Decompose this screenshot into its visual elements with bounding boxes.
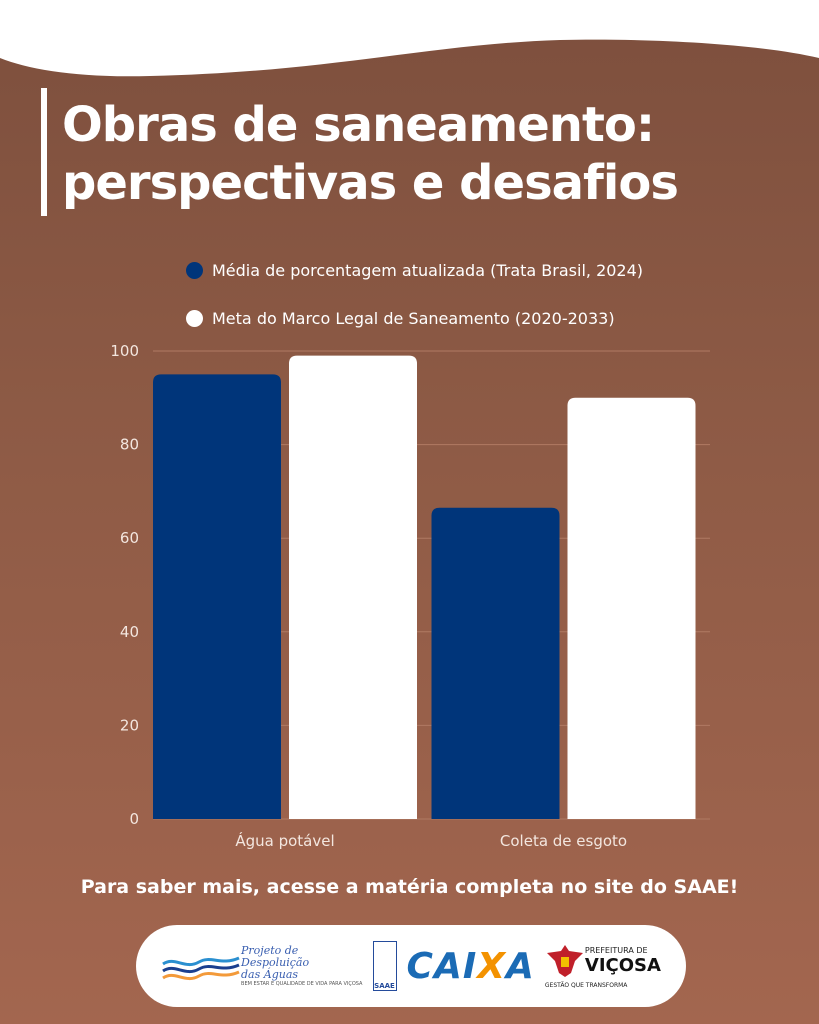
partner-logos-bar: Projeto de Despoluição das Águas BEM EST… xyxy=(136,925,686,1007)
y-tick-label: 20 xyxy=(120,716,139,734)
call-to-action: Para saber mais, acesse a matéria comple… xyxy=(80,876,739,898)
logo-prefeitura-vicosa: PREFEITURA DE VIÇOSA GESTÃO QUE TRANSFOR… xyxy=(545,943,661,989)
pda-line-2: Despoluição xyxy=(241,956,310,969)
bar-goal-1 xyxy=(567,397,696,819)
vicosa-small: PREFEITURA DE xyxy=(584,946,648,955)
logo-projeto-despoluicao: Projeto de Despoluição das Águas BEM EST… xyxy=(161,945,362,987)
legend-label-current: Média de porcentagem atualizada (Trata B… xyxy=(212,260,644,280)
bar-current-0 xyxy=(153,374,281,819)
legend-dot-blue-icon xyxy=(186,261,203,279)
legend-label-goal: Meta do Marco Legal de Saneamento (2020-… xyxy=(212,308,615,328)
bar-chart: 0 20 40 60 80 100 Água potável Coleta de esgoto xyxy=(110,342,710,850)
vicosa-tagline: GESTÃO QUE TRANSFORMA xyxy=(544,982,628,989)
vicosa-big: VIÇOSA xyxy=(584,955,661,976)
saae-label: SAAE xyxy=(374,982,395,990)
x-tick-label: Coleta de esgoto xyxy=(500,832,627,850)
waves-icon xyxy=(162,956,240,981)
caixa-x: X xyxy=(477,945,506,987)
y-tick-label: 60 xyxy=(120,529,139,547)
eagle-crest-icon xyxy=(546,945,583,977)
title-accent-bar xyxy=(41,88,47,216)
y-tick-label: 0 xyxy=(129,810,139,828)
pda-line-3: das Águas xyxy=(241,968,299,981)
logo-caixa: CAIXA xyxy=(407,946,535,987)
title-line-1: Obras de saneamento: xyxy=(62,97,655,153)
pda-line-1: Projeto de xyxy=(241,944,299,957)
bar-current-1 xyxy=(431,507,560,819)
y-tick-label: 40 xyxy=(120,623,139,641)
title-line-2: perspectivas e desafios xyxy=(62,155,679,211)
top-wave-decoration xyxy=(0,0,819,77)
bar-goal-0 xyxy=(289,355,417,819)
chart-legend: Média de porcentagem atualizada (Trata B… xyxy=(186,256,643,352)
legend-item-goal: Meta do Marco Legal de Saneamento (2020-… xyxy=(186,304,643,332)
caixa-end: A xyxy=(505,945,535,987)
x-tick-label: Água potável xyxy=(235,831,334,850)
page-title: Obras de saneamento: perspectivas e desa… xyxy=(62,96,679,212)
y-tick-label: 100 xyxy=(110,342,139,360)
legend-item-current: Média de porcentagem atualizada (Trata B… xyxy=(186,256,643,284)
caixa-text: CAI xyxy=(406,945,478,987)
legend-dot-white-icon xyxy=(186,309,203,327)
logo-saae: SAAE xyxy=(372,941,397,991)
pda-tagline: BEM ESTAR E QUALIDADE DE VIDA PARA VIÇOS… xyxy=(241,981,363,987)
y-tick-label: 80 xyxy=(120,436,139,454)
